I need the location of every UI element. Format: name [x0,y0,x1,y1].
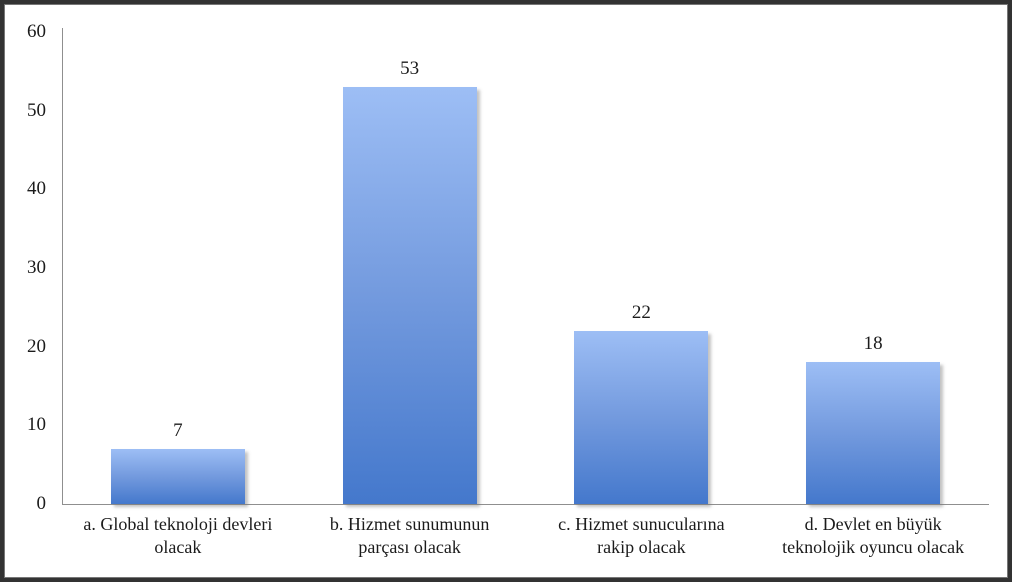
y-axis-line [62,28,63,504]
bar-value-label: 7 [173,419,183,441]
bar [110,448,245,504]
bar [806,362,941,504]
bar-value-label: 18 [863,333,883,355]
category-label: d. Devlet en büyük teknolojik oyuncu ola… [782,514,965,557]
y-axis-tick-label: 60 [27,21,46,42]
y-axis-tick-label: 50 [27,99,46,121]
bar [574,330,709,504]
bar [342,87,477,504]
y-axis-tick-label: 30 [27,257,46,278]
bar-value-label: 53 [400,58,420,80]
y-axis-tick-label: 20 [27,335,46,357]
category-label: a. Global teknoloji devleri olacak [83,514,273,557]
y-axis-tick-label: 40 [27,178,46,200]
category-label: c. Hizmet sunucularına rakip olacak [558,514,725,557]
category-label: b. Hizmet sunumunun parçası olacak [329,514,490,557]
bar-chart: 0 10 20 30 40 50 60 7 a. Global teknoloji devler… [4,4,1008,578]
bar-value-label: 22 [631,301,651,323]
x-axis-line [62,504,989,505]
y-axis-tick-label: 0 [36,493,47,514]
y-axis-tick-label: 10 [27,414,46,436]
